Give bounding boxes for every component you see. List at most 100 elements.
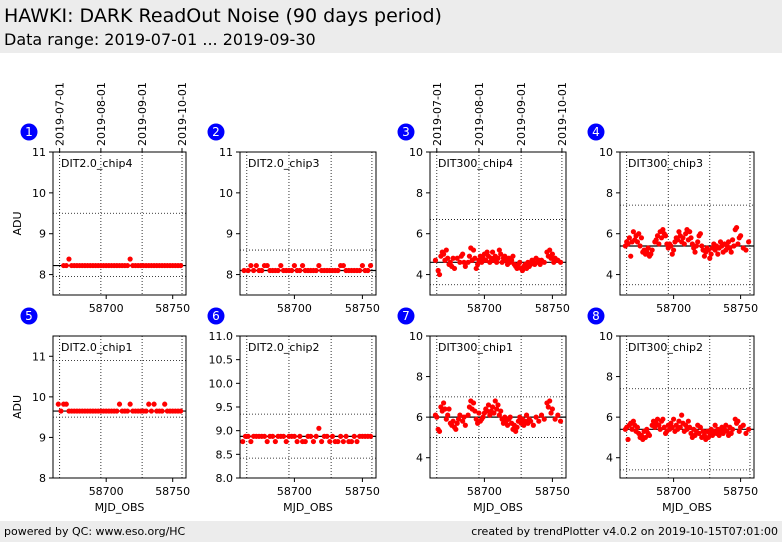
data-point	[746, 426, 752, 432]
data-point	[302, 438, 308, 445]
data-point	[462, 422, 468, 428]
data-point	[653, 237, 659, 243]
y-tick-label: 10	[219, 187, 233, 200]
data-point	[549, 406, 556, 412]
panel-label: DIT300_chip4	[438, 157, 513, 170]
y-tick-label: 10	[599, 146, 613, 159]
y-tick-label: 8	[416, 371, 423, 384]
data-point	[510, 253, 516, 259]
data-point	[671, 247, 677, 253]
data-point	[743, 430, 749, 436]
data-point	[313, 267, 319, 274]
plot-frame	[429, 335, 567, 479]
y-axis-label: ADU	[11, 395, 24, 419]
data-point	[728, 430, 734, 436]
data-point	[683, 422, 689, 428]
top-date-label: 2019-09-01	[515, 82, 528, 146]
data-point	[460, 251, 466, 257]
y-tick-label: 11.0	[209, 330, 234, 343]
data-point	[159, 408, 165, 414]
data-point	[359, 262, 365, 269]
data-point	[523, 412, 530, 418]
y-tick-label: 10	[599, 330, 613, 343]
data-point	[656, 422, 662, 428]
data-point	[637, 243, 643, 249]
top-date-label: 2019-07-01	[54, 82, 67, 146]
data-point	[723, 422, 729, 428]
data-point	[499, 259, 505, 265]
y-tick-label: 11	[32, 146, 46, 159]
data-point	[432, 257, 439, 263]
data-point	[695, 239, 701, 245]
data-point	[264, 438, 270, 445]
y-tick-label: 11	[32, 350, 46, 363]
top-date-label: 2019-07-01	[431, 82, 444, 146]
data-point	[289, 267, 295, 274]
data-point	[278, 262, 284, 269]
data-point	[727, 245, 733, 251]
data-point	[636, 231, 642, 237]
data-point	[537, 261, 543, 267]
top-date-label: 2019-10-01	[556, 82, 569, 146]
data-point	[143, 408, 149, 414]
data-point	[692, 249, 698, 255]
data-point	[241, 267, 247, 274]
data-point	[700, 428, 706, 434]
plot-frame	[239, 151, 377, 296]
data-point	[245, 433, 251, 439]
data-point	[280, 433, 287, 439]
y-tick-label: 8	[606, 371, 613, 384]
data-point	[441, 251, 447, 257]
data-point	[705, 434, 712, 441]
x-tick-label: 58750	[535, 302, 570, 315]
data-point	[660, 416, 666, 422]
y-tick-label: 10.5	[209, 354, 234, 367]
data-point	[338, 433, 344, 439]
data-point	[253, 262, 259, 269]
y-tick-label: 8	[416, 187, 423, 200]
data-point	[461, 259, 467, 265]
data-point	[677, 424, 683, 430]
panel-number: 7	[402, 309, 410, 323]
data-point	[638, 235, 645, 241]
data-point	[645, 245, 651, 251]
data-point	[487, 412, 493, 418]
data-point	[660, 227, 666, 233]
panel-number-badge	[20, 307, 38, 325]
panel-label: DIT300_chip1	[438, 341, 513, 354]
data-point	[679, 412, 685, 418]
data-point	[687, 229, 693, 235]
x-tick-label: 58750	[155, 485, 190, 498]
data-point	[55, 401, 61, 407]
data-point	[654, 416, 661, 422]
data-point	[552, 416, 558, 422]
data-point	[498, 408, 504, 414]
data-point	[735, 418, 741, 424]
data-point	[348, 438, 355, 445]
data-point	[127, 401, 133, 407]
data-point	[462, 263, 468, 269]
data-range-subtitle: Data range: 2019-07-01 ... 2019-09-30	[4, 30, 316, 49]
data-point	[519, 267, 526, 274]
data-point	[687, 424, 693, 430]
data-point	[454, 420, 460, 426]
data-point	[313, 433, 319, 439]
x-axis-label: MJD_OBS	[95, 501, 145, 514]
x-axis-label: MJD_OBS	[662, 501, 712, 514]
data-point	[701, 253, 708, 259]
data-point	[652, 424, 658, 430]
data-point	[625, 241, 631, 247]
data-point	[473, 416, 479, 422]
data-point	[472, 255, 478, 261]
y-tick-label: 8.0	[216, 472, 234, 485]
data-point	[514, 424, 520, 430]
plot-frame	[52, 335, 187, 479]
data-point	[545, 404, 551, 410]
data-point	[536, 418, 542, 424]
x-tick-label: 58700	[277, 485, 312, 498]
y-tick-label: 8	[39, 472, 46, 485]
data-point	[738, 233, 744, 239]
data-point	[716, 432, 722, 438]
data-point	[656, 241, 662, 247]
